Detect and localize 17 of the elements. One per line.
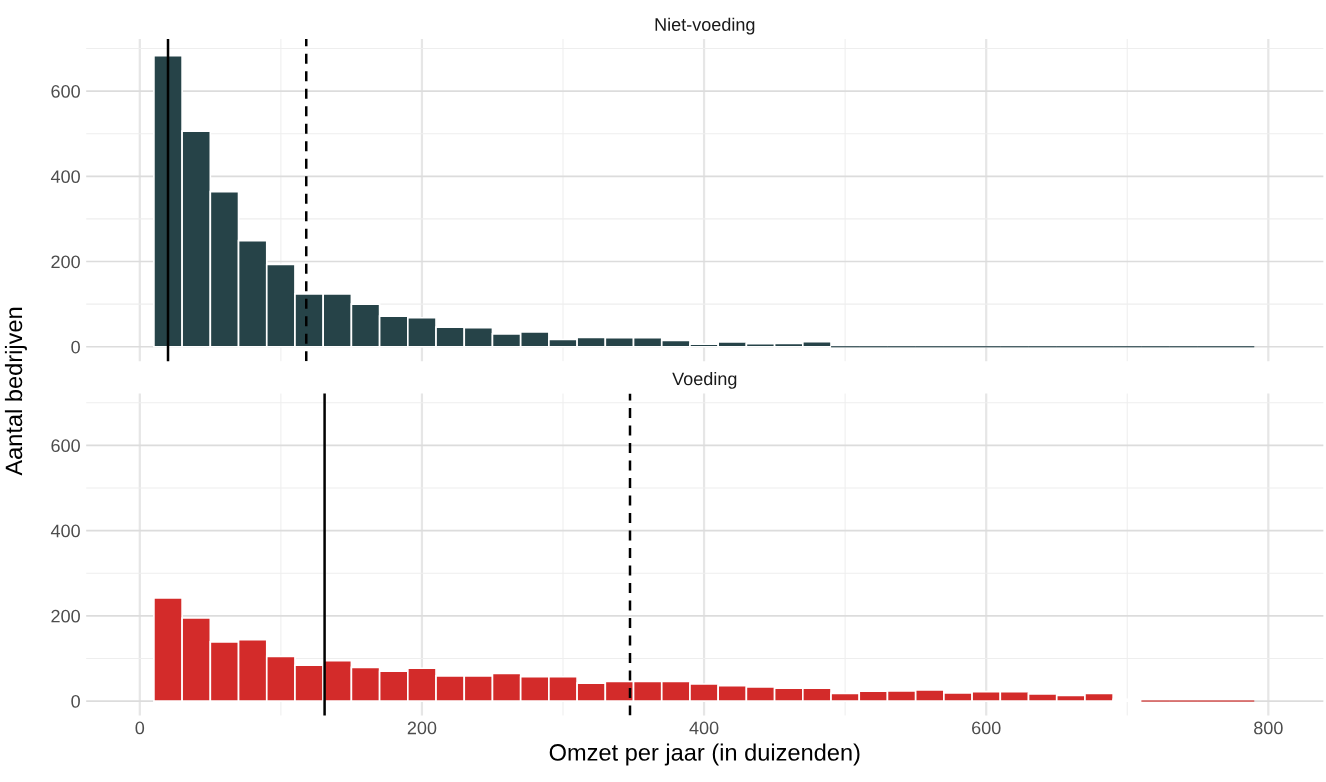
y-tick-label: 200: [51, 255, 80, 269]
x-tick-label: 600: [972, 721, 1001, 735]
x-axis-title: Omzet per jaar (in duizenden): [549, 743, 860, 766]
y-axis-title: Aantal bedrijven: [4, 307, 27, 476]
y-tick-label: 400: [50, 170, 80, 184]
y-tick-label: 200: [51, 609, 80, 623]
y-tick-label: 600: [51, 439, 80, 453]
y-tick-label: 400: [50, 524, 80, 538]
chart-title: Niet-voeding: [655, 17, 755, 35]
x-tick-label: 800: [1254, 721, 1283, 735]
x-tick-label: 200: [407, 721, 437, 735]
chart-title: Voeding: [672, 372, 737, 389]
y-tick-label: 0: [71, 694, 80, 708]
y-tick-label: 600: [51, 85, 80, 98]
x-tick-label: 400: [689, 721, 719, 735]
x-tick-label: 0: [135, 721, 145, 735]
y-tick-label: 0: [71, 340, 80, 354]
